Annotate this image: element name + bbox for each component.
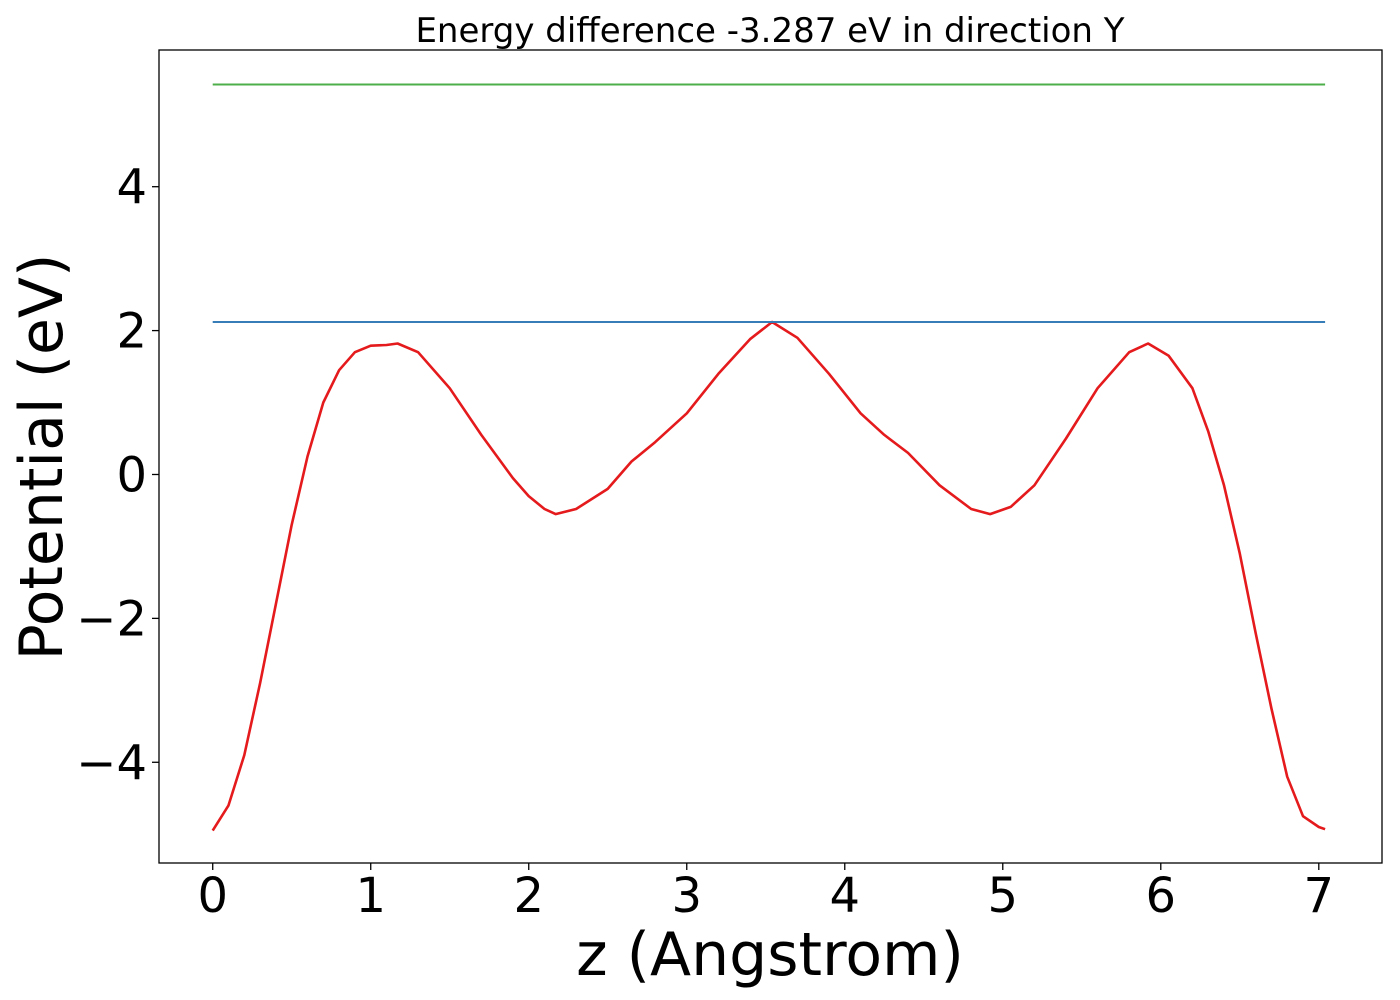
- y-tick-label: −4: [76, 735, 147, 791]
- y-tick-label: 4: [116, 160, 147, 216]
- x-tick-label: 3: [671, 868, 702, 924]
- plot-area: [211, 83, 1326, 832]
- y-tick-label: 2: [116, 304, 147, 360]
- x-tick-label: 4: [829, 868, 860, 924]
- x-tick-label: 2: [513, 868, 544, 924]
- x-tick-label: 1: [355, 868, 386, 924]
- y-tick-label: −2: [76, 591, 147, 647]
- x-tick-label: 5: [988, 868, 1019, 924]
- x-axis-label: z (Angstrom): [576, 920, 964, 990]
- series-line-0: [211, 320, 1326, 832]
- x-tick-label: 0: [197, 868, 228, 924]
- plot-frame: [158, 49, 1383, 864]
- chart-title: Energy difference -3.287 eV in direction…: [415, 11, 1124, 51]
- y-axis-label: Potential (eV): [7, 254, 77, 661]
- x-axis-ticks: 0 1 2 3 4 5 6 7: [197, 863, 1334, 924]
- x-tick-label: 7: [1304, 868, 1335, 924]
- y-tick-label: 0: [116, 447, 147, 503]
- x-tick-label: 6: [1146, 868, 1177, 924]
- y-axis-ticks: −4 −2 0 2 4: [76, 160, 159, 791]
